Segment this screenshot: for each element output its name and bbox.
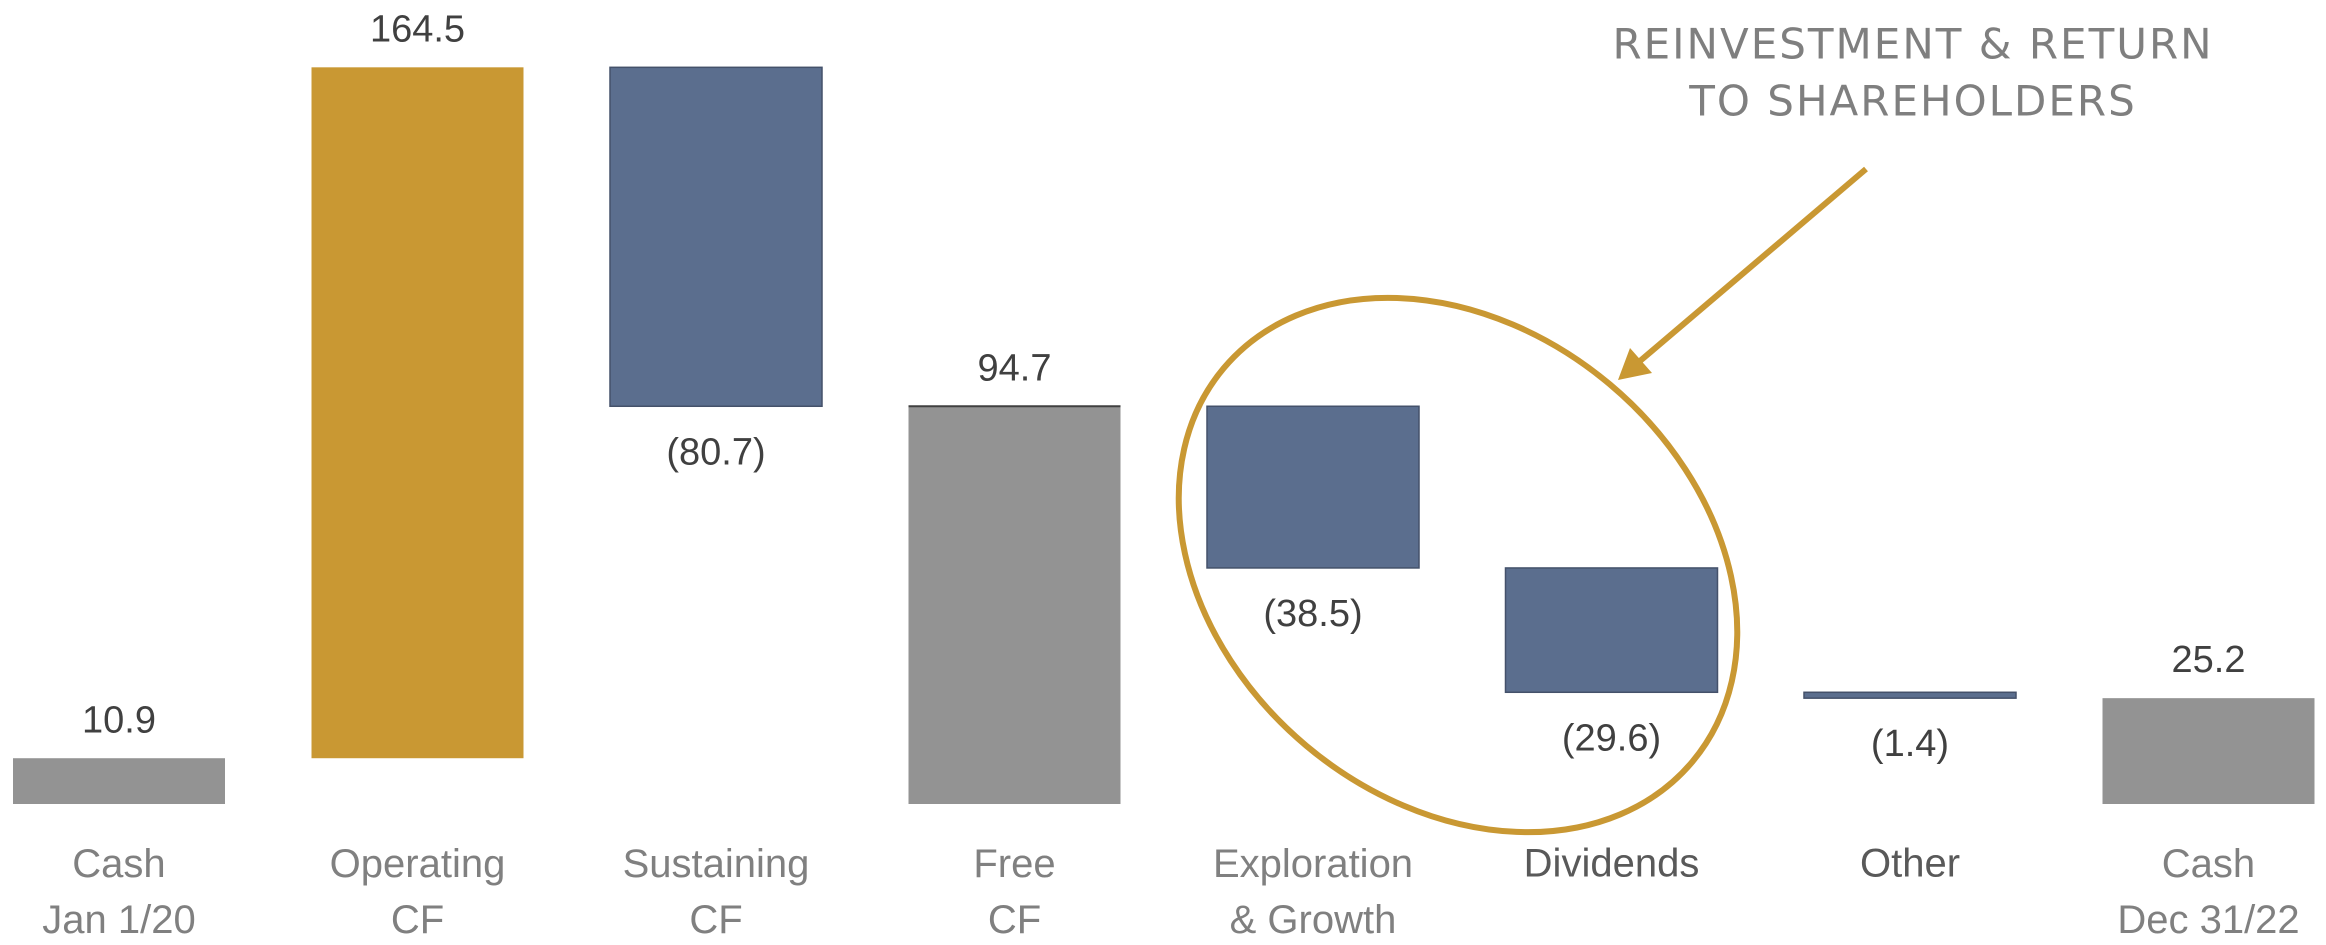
value-label: 94.7 [978,347,1052,389]
bar [2102,698,2315,804]
bar [1206,405,1420,569]
x-tick-label: Sustaining CF [623,842,810,942]
annotation: TO SHAREHOLDERS [1688,77,2137,126]
annotation: REINVESTMENT & RETURN [1612,20,2213,69]
x-tick-label: Other [1860,842,1960,886]
value-label: 25.2 [2172,639,2246,681]
bar [311,67,524,759]
x-tick-label: Dividends [1524,842,1700,886]
value-label: (38.5) [1263,593,1362,635]
x-tick-label: Free CF [973,842,1055,942]
value-label: (29.6) [1562,717,1661,759]
x-tick-label: Cash Dec 31/22 [2117,842,2299,942]
bar [908,406,1121,804]
x-tick-label: Cash Jan 1/20 [42,842,195,942]
bar [609,66,823,408]
value-label: 10.9 [82,699,156,741]
value-label: (80.7) [666,431,765,473]
arrow-head [1618,348,1652,380]
bar [13,758,225,804]
bar [1803,691,2017,699]
highlight-ellipse [1175,294,1741,836]
bar [1504,567,1719,694]
x-tick-label: Exploration & Growth [1213,842,1413,942]
value-label: (1.4) [1871,723,1949,765]
value-label: 164.5 [370,8,465,50]
x-tick-label: Operating CF [330,842,506,942]
arrow-shaft [1638,166,1868,364]
